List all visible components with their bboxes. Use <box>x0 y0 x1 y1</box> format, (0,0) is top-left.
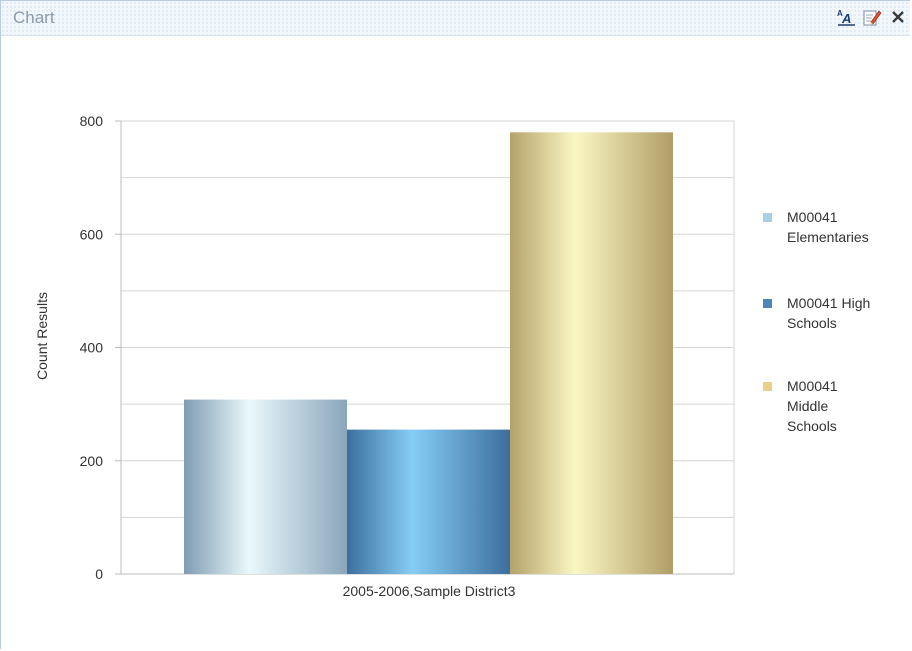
panel-titlebar: Chart A A <box>1 1 910 36</box>
legend-item-middle-schools: M00041 Middle Schools <box>763 378 847 436</box>
panel-title: Chart <box>13 8 55 27</box>
svg-text:A: A <box>837 9 843 18</box>
text-format-icon[interactable]: A A <box>836 7 856 27</box>
y-tick-label: 0 <box>95 566 103 582</box>
y-axis-ticks: 0 200 400 600 800 <box>80 113 121 582</box>
y-axis-title: Count Results <box>34 292 50 380</box>
bar-m00041-high-schools[interactable] <box>347 429 510 574</box>
legend-label-high-schools: M00041 High Schools <box>787 295 871 331</box>
bars <box>184 132 673 574</box>
legend-swatch-elementaries <box>763 213 772 222</box>
legend-label-middle-schools: M00041 Middle Schools <box>787 378 838 434</box>
x-axis-category-label: 2005-2006,Sample District3 <box>343 583 516 599</box>
legend-swatch-middle-schools <box>763 382 772 391</box>
y-tick-label: 600 <box>80 226 104 242</box>
svg-text:A: A <box>841 11 851 26</box>
legend-swatch-high-schools <box>763 299 772 308</box>
panel-toolbar: A A <box>836 7 908 27</box>
legend-label-elementaries: M00041 Elementaries <box>787 209 869 245</box>
y-tick-label: 400 <box>80 340 104 356</box>
edit-icon[interactable] <box>862 7 882 27</box>
bar-m00041-elementaries[interactable] <box>184 399 347 574</box>
y-tick-label: 200 <box>80 453 104 469</box>
y-tick-label: 800 <box>80 113 104 129</box>
bar-m00041-middle-schools[interactable] <box>510 132 673 574</box>
close-icon[interactable] <box>888 7 908 27</box>
legend-item-elementaries: M00041 Elementaries <box>763 209 897 247</box>
legend-item-high-schools: M00041 High Schools <box>763 295 905 333</box>
